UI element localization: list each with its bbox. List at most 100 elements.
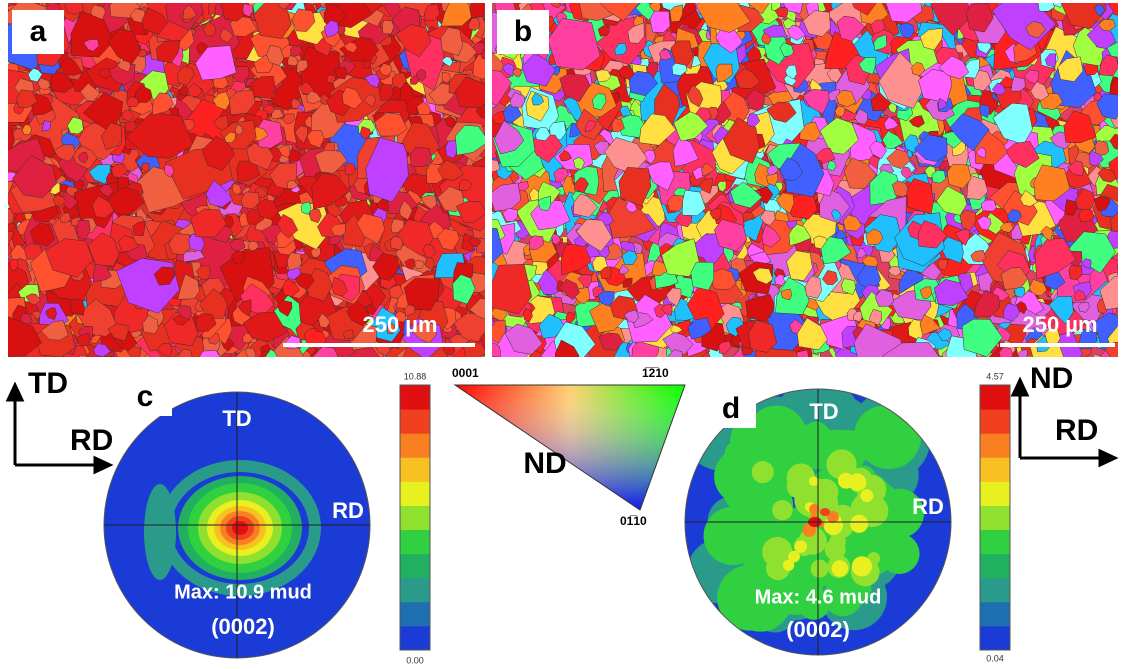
grain [786,250,813,281]
grain [87,232,120,267]
grain [687,84,704,108]
grain [344,162,356,176]
grain [300,201,312,215]
grain [222,360,234,370]
grain [212,91,231,111]
grain [869,140,888,160]
grain [906,178,934,215]
grain [247,240,260,252]
grain [8,98,9,101]
grain [558,3,565,7]
grain [535,126,551,141]
bar-segment [980,601,1010,627]
grain [854,108,868,125]
grain [224,131,236,144]
grain [511,67,522,78]
grain [572,0,594,2]
label-box [12,10,64,54]
grain [282,278,300,298]
grain [597,25,610,37]
grain [627,22,645,44]
grain [8,100,9,103]
grain [342,329,355,340]
grain [551,3,563,9]
grain [787,24,806,41]
pole-axis: RD [332,498,364,523]
grain [1040,225,1053,242]
grain [584,120,597,133]
ipf-corner: 01̅10 [620,514,647,528]
grain [662,332,694,356]
color-bar [399,384,431,651]
grain [455,200,485,224]
grain [424,257,435,271]
grain [761,224,782,248]
grain [318,312,331,328]
grain [681,189,706,217]
grain [1096,93,1118,120]
ipf-direction: ND [523,447,566,480]
grain [156,40,181,64]
grain [492,227,504,264]
grain [1075,188,1096,210]
grain [0,278,5,290]
grain [378,63,393,77]
grain [896,0,920,3]
max-label: Max: 4.6 mud [755,586,882,608]
bar-segment [400,409,430,434]
grain [836,90,857,108]
contour [782,559,795,571]
grain [783,3,804,14]
grain [8,126,15,155]
grain [888,358,896,370]
bar-segment [400,601,430,627]
grain [976,147,987,159]
grain [277,145,291,159]
grain [492,342,501,357]
grain [346,300,371,326]
grain [858,56,877,75]
grain [415,68,427,81]
grain [107,323,129,342]
grain [323,20,340,38]
grain [1072,0,1084,3]
grain [747,112,761,128]
grain [619,263,630,275]
plane-label: (0002) [211,614,275,639]
grain [195,45,237,81]
grain [469,3,485,18]
axis-label: RD [1055,414,1098,447]
grain [424,3,441,21]
grain [140,358,150,371]
grain [1030,81,1050,101]
contour [794,540,808,553]
grain [93,343,112,357]
grain [188,233,205,252]
grain [53,3,64,4]
grain [372,252,400,281]
grain [250,76,276,99]
grain [483,105,485,109]
grain [539,358,555,370]
contour [159,460,321,596]
contour [826,449,857,480]
grain [559,73,591,103]
grain [440,3,472,27]
grain [440,27,463,56]
grain [479,0,503,3]
grain [231,66,250,83]
grain [1034,0,1045,1]
grain [0,354,8,365]
grain [510,92,526,108]
grain [219,28,234,44]
grain [0,82,6,93]
axes-frame [1010,376,1119,468]
pole-axis: TD [809,399,838,424]
pole-axis: TD [222,406,251,431]
grain [730,181,763,209]
grain [930,3,972,36]
grain [8,223,16,233]
grain [802,88,830,115]
grain [492,319,506,344]
grain [765,173,779,187]
